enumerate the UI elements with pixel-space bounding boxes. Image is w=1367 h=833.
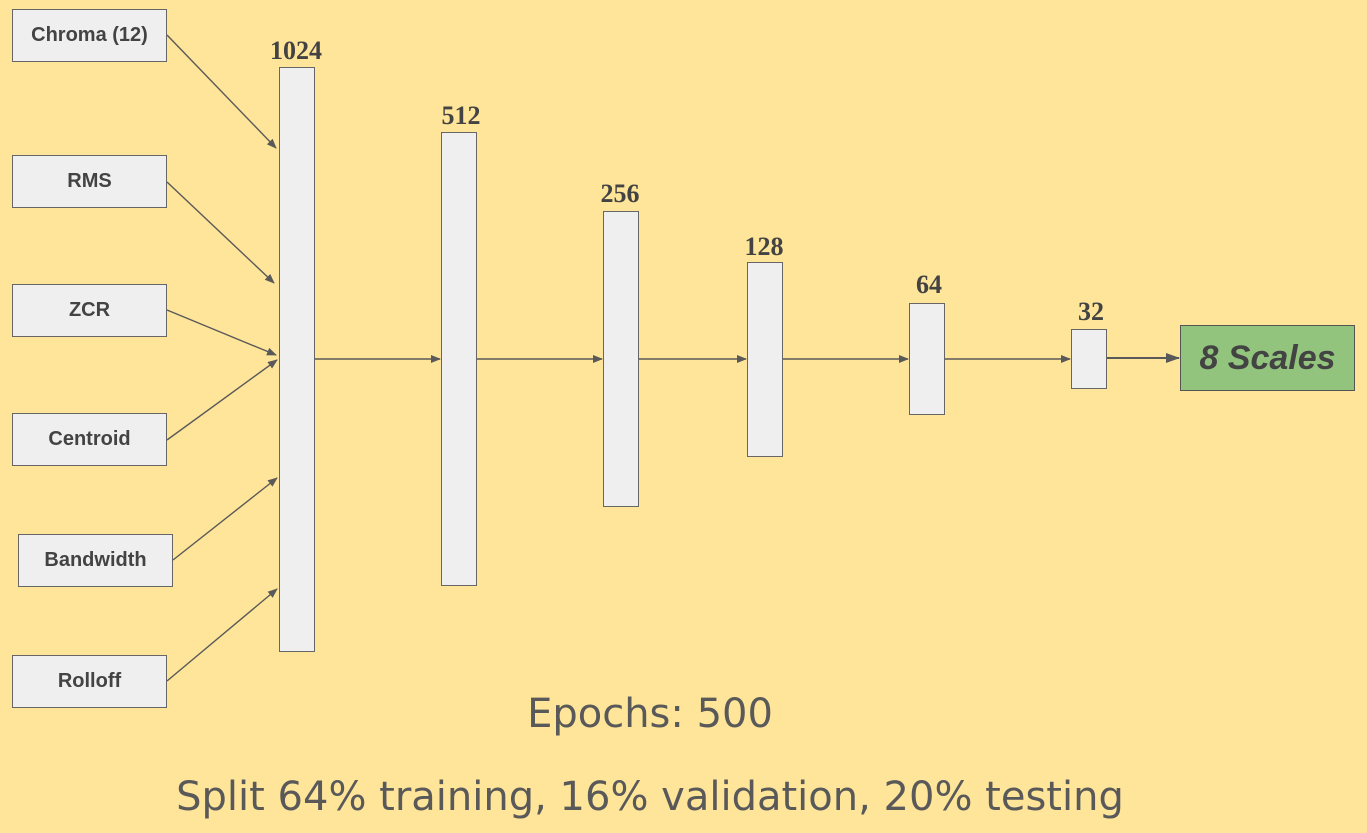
layer-128 bbox=[747, 262, 783, 457]
arrow-chroma-to-input-layer bbox=[166, 34, 277, 149]
input-bandwidth: Bandwidth bbox=[18, 534, 173, 587]
layer-512 bbox=[441, 132, 477, 586]
input-zcr: ZCR bbox=[12, 284, 167, 337]
arrow-zcr-to-input-layer bbox=[166, 309, 277, 356]
input-centroid-label: Centroid bbox=[48, 428, 131, 450]
layer-1024-size: 1024 bbox=[270, 36, 322, 65]
layer-64-size: 64 bbox=[916, 270, 942, 299]
input-zcr-label: ZCR bbox=[68, 299, 111, 321]
input-bandwidth-label: Bandwidth bbox=[44, 549, 147, 571]
input-rolloff: Rolloff bbox=[12, 655, 167, 708]
layer-32-size: 32 bbox=[1078, 297, 1104, 326]
arrow-centroid-to-input-layer bbox=[166, 359, 278, 441]
input-chroma: Chroma (12) bbox=[12, 9, 167, 62]
layer-1024 bbox=[279, 67, 315, 652]
layer-32 bbox=[1071, 329, 1107, 389]
layer-256-size: 256 bbox=[600, 179, 640, 208]
layer-64 bbox=[909, 303, 945, 415]
arrow-rolloff-to-input-layer bbox=[166, 588, 278, 682]
output-label: 8 Scales bbox=[1199, 338, 1336, 377]
output-node: 8 Scales bbox=[1180, 325, 1355, 391]
input-chroma-label: Chroma (12) bbox=[31, 24, 148, 46]
input-centroid: Centroid bbox=[12, 413, 167, 466]
arrow-rms-to-input-layer bbox=[166, 181, 275, 284]
input-rms: RMS bbox=[12, 155, 167, 208]
split-note: Split 64% training, 16% validation, 20% … bbox=[176, 774, 1124, 820]
layer-128-size: 128 bbox=[744, 232, 784, 261]
layer-512-size: 512 bbox=[441, 101, 481, 130]
epochs-note: Epochs: 500 bbox=[527, 691, 773, 737]
layer-256 bbox=[603, 211, 639, 507]
input-rolloff-label: Rolloff bbox=[57, 670, 122, 692]
input-rms-label: RMS bbox=[67, 170, 112, 192]
arrow-bandwidth-to-input-layer bbox=[172, 477, 278, 561]
